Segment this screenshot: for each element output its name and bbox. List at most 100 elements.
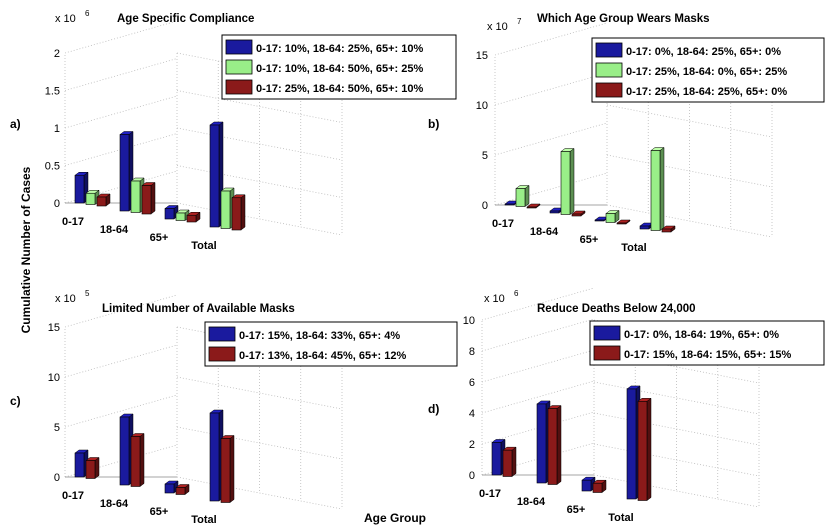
bar	[515, 188, 526, 207]
grid-line	[593, 474, 760, 508]
legend-label: 0-17: 15%, 18-64: 15%, 65+: 15%	[624, 349, 791, 361]
bar	[616, 222, 627, 225]
y-tick-label: 10	[476, 100, 488, 112]
grid-line	[64, 344, 178, 378]
y-tick-label: 5	[482, 150, 488, 162]
y-tick-label: 15	[476, 50, 488, 62]
grid-line	[481, 318, 595, 352]
legend-label: 0-17: 10%, 18-64: 25%, 65+: 10%	[256, 43, 423, 55]
panel-label: a)	[10, 117, 21, 131]
bar	[74, 174, 85, 204]
bar	[571, 213, 582, 217]
bar-side	[229, 435, 235, 503]
legend-label: 0-17: 0%, 18-64: 19%, 65+: 0%	[624, 329, 779, 341]
legend-swatch	[225, 79, 253, 95]
chart-title: Reduce Deaths Below 24,000	[537, 303, 696, 315]
legend-label: 0-17: 25%, 18-64: 25%, 65+: 0%	[626, 86, 787, 98]
bar	[560, 151, 571, 215]
y-tick-label: 10	[463, 315, 475, 327]
bar	[592, 482, 603, 493]
y-tick-label: 2	[469, 439, 475, 451]
bar	[164, 483, 175, 494]
y-tick-label: 5	[54, 422, 60, 434]
legend-label: 0-17: 0%, 18-64: 25%, 65+: 0%	[626, 46, 781, 58]
x-tick-label: Total	[621, 242, 646, 254]
bar	[581, 479, 592, 492]
grid-line	[64, 95, 178, 129]
grid-line	[176, 202, 343, 236]
y-tick-label: 0	[54, 472, 60, 484]
legend: 0-17: 15%, 18-64: 33%, 65+: 4% 0-17: 13%,…	[204, 321, 458, 367]
panel-4: 0 2 4 6 8 10 0-17 18-64 65+ Total Reduce Deaths Be…	[428, 287, 825, 524]
legend-label: 0-17: 13%, 18-64: 45%, 65+: 12%	[239, 350, 406, 362]
panel-label: b)	[428, 117, 439, 131]
panel-3: 0 5 10 15 0-17 18-64 65+ Total Limited Number of…	[10, 289, 458, 526]
bar-side	[94, 457, 100, 479]
legend-swatch	[595, 82, 623, 98]
y-tick-label: 15	[48, 322, 60, 334]
legend-label: 0-17: 25%, 18-64: 0%, 65+: 25%	[626, 66, 787, 78]
legend-swatch	[593, 325, 621, 341]
grid-line	[64, 58, 178, 91]
bar	[502, 449, 513, 477]
panel-1: 0 0.5 1 1.5 2 0-17 18-64 65+ Total Age Specific C…	[10, 9, 457, 252]
y-tick-label: 1.5	[45, 86, 60, 98]
bar	[209, 412, 220, 502]
bar	[491, 442, 502, 476]
legend-box	[591, 37, 825, 103]
legend-swatch	[225, 39, 253, 55]
legend-swatch	[593, 345, 621, 361]
bar	[175, 212, 186, 221]
bar	[74, 452, 85, 478]
legend-swatch	[208, 326, 236, 342]
chart-title: Which Age Group Wears Masks	[537, 13, 710, 25]
legend-box	[589, 320, 825, 366]
x-tick-label: 0-17	[62, 216, 84, 228]
chart-title: Limited Number of Available Masks	[102, 303, 295, 315]
panel-label: c)	[10, 394, 21, 408]
figure-xlabel: Age Group	[364, 511, 426, 525]
bar	[231, 197, 242, 231]
panel-2: 0 5 10 15 0-17 18-64 65+ Total Which Age Group W…	[428, 13, 825, 254]
legend-box	[204, 321, 458, 367]
axis-exponent: 7	[517, 17, 522, 26]
bar	[536, 403, 547, 484]
legend-box	[221, 34, 457, 100]
bar-side	[139, 433, 145, 487]
bar-side	[240, 194, 246, 231]
axis-multiplier: x 10	[55, 293, 76, 305]
bar	[130, 436, 141, 487]
axis-multiplier: x 10	[484, 293, 505, 305]
bar	[220, 190, 231, 229]
grid-line	[64, 20, 178, 54]
bar	[547, 408, 558, 485]
grid-line	[606, 104, 773, 138]
bar	[85, 460, 96, 479]
grid-line	[494, 122, 608, 156]
y-tick-label: 4	[469, 408, 475, 420]
bar-side	[556, 405, 562, 485]
bar	[661, 228, 672, 233]
grid-line	[176, 476, 343, 510]
x-tick-label: 18-64	[530, 226, 559, 238]
bar	[650, 150, 661, 231]
figure-ylabel: Cumulative Number of Cases	[19, 166, 33, 333]
grid-line	[494, 72, 608, 106]
x-tick-label: 65+	[580, 234, 599, 246]
legend-label: 0-17: 25%, 18-64: 50%, 65+: 10%	[256, 83, 423, 95]
x-tick-label: 65+	[150, 506, 169, 518]
legend: 0-17: 0%, 18-64: 19%, 65+: 0% 0-17: 15%, …	[589, 320, 825, 366]
bar	[594, 219, 605, 222]
y-tick-label: 10	[48, 372, 60, 384]
bar-side	[511, 446, 517, 477]
x-tick-label: Total	[608, 512, 633, 524]
bar	[639, 225, 650, 230]
axis-exponent: 5	[85, 289, 90, 298]
y-tick-label: 8	[469, 346, 475, 358]
bar-side	[524, 185, 530, 207]
panel-label: d)	[428, 402, 439, 416]
axis-exponent: 6	[514, 289, 519, 298]
bar-side	[569, 148, 575, 215]
bar-side	[150, 182, 156, 215]
